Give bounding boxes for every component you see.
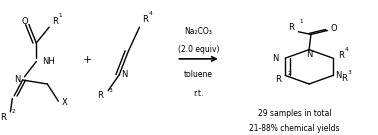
Text: N: N <box>306 50 312 59</box>
Text: R: R <box>288 23 294 32</box>
Text: O: O <box>330 24 337 33</box>
Text: Na₂CO₃: Na₂CO₃ <box>184 27 212 36</box>
Text: R: R <box>97 91 103 100</box>
Text: toluene: toluene <box>184 70 213 79</box>
Text: 29 samples in total: 29 samples in total <box>257 109 331 118</box>
Text: R: R <box>143 15 148 24</box>
Text: (2.0 equiv): (2.0 equiv) <box>178 45 219 54</box>
Text: 1: 1 <box>299 19 303 24</box>
Text: O: O <box>21 17 28 26</box>
Text: X: X <box>61 98 67 107</box>
Text: 4: 4 <box>149 11 153 16</box>
Text: 3: 3 <box>109 88 113 93</box>
Text: 4: 4 <box>344 47 348 52</box>
Text: N: N <box>335 71 341 80</box>
Text: 2: 2 <box>12 109 16 114</box>
Text: R: R <box>338 51 344 60</box>
Text: +: + <box>83 55 93 65</box>
Text: N: N <box>14 75 21 84</box>
Text: N: N <box>121 70 127 79</box>
Text: R: R <box>275 75 281 84</box>
Text: N: N <box>272 54 279 63</box>
Text: R: R <box>52 17 57 26</box>
Text: NH: NH <box>42 57 54 66</box>
Text: r.t.: r.t. <box>193 89 204 98</box>
Text: 21-88% chemical yields: 21-88% chemical yields <box>249 124 339 134</box>
Text: 1: 1 <box>58 13 62 18</box>
Text: R: R <box>341 74 347 82</box>
Text: R: R <box>0 113 6 122</box>
Text: 2: 2 <box>287 71 291 76</box>
Text: 3: 3 <box>348 70 352 75</box>
